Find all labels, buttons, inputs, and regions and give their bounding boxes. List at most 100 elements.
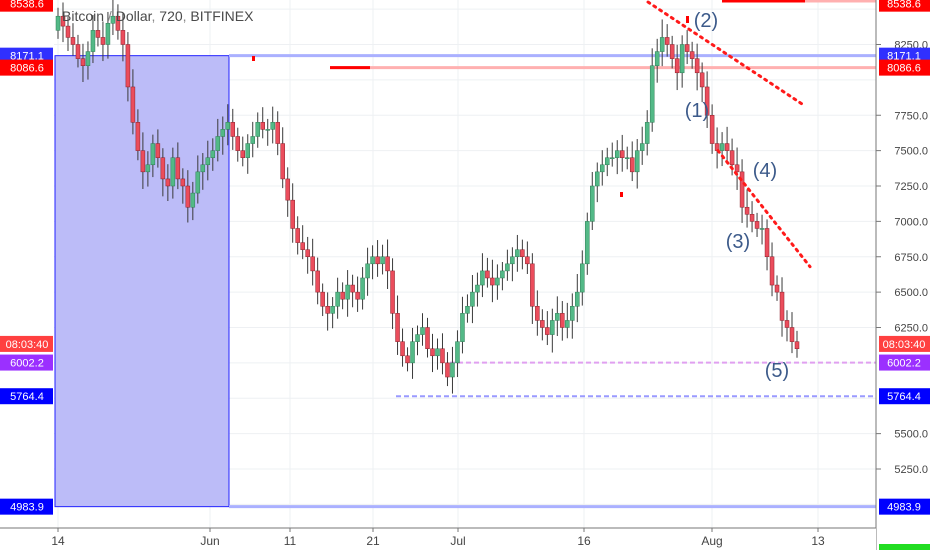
candle-down <box>485 270 490 279</box>
candle-down <box>739 171 745 208</box>
price-badge <box>879 335 930 352</box>
y-tick-label: 6500.0 <box>894 287 928 299</box>
candle-down <box>100 37 106 45</box>
price-badge-label: 08:03:40 <box>883 339 926 351</box>
x-tick-label: 11 <box>284 534 297 548</box>
candle-down <box>540 320 545 328</box>
candle-up <box>500 270 505 279</box>
candle-down <box>724 143 730 151</box>
candle-up <box>85 51 91 66</box>
candle-up <box>265 129 270 131</box>
candle-up <box>270 122 275 130</box>
candle-down <box>130 86 136 123</box>
candle-down <box>325 306 330 314</box>
y-tick-label: 7000.0 <box>894 216 928 228</box>
candle-up <box>415 334 420 342</box>
price-badge <box>879 354 930 371</box>
candle-down <box>709 115 715 144</box>
candle-down <box>535 306 540 321</box>
candle-up <box>245 143 250 158</box>
price-badge-label: 5764.4 <box>10 391 44 403</box>
candle-up <box>605 157 610 166</box>
candle-down <box>70 37 76 45</box>
candle-up <box>330 306 335 314</box>
price-badge <box>879 388 930 405</box>
candle-up <box>465 306 470 314</box>
candle-up <box>555 313 560 321</box>
candle-down <box>295 228 300 243</box>
candle-down <box>440 348 445 364</box>
candle-down <box>390 270 395 314</box>
candle-down <box>235 136 241 151</box>
candle-down <box>65 25 71 38</box>
price-badge <box>879 544 930 550</box>
candle-down <box>699 72 705 88</box>
candle-down <box>375 256 380 265</box>
candle-up <box>420 327 425 335</box>
candle-down <box>140 150 146 173</box>
candle-up <box>410 341 415 364</box>
candle-up <box>170 157 176 187</box>
candle-down <box>405 355 410 364</box>
price-badge-left <box>0 354 53 371</box>
chart-interval: 720 <box>159 8 183 24</box>
candle-down <box>180 178 186 187</box>
price-badge-label: 4983.9 <box>887 502 921 514</box>
exchange-name: BITFINEX <box>190 8 254 24</box>
candle-up <box>595 171 600 187</box>
candle-down <box>80 58 86 66</box>
candle-down <box>784 320 790 328</box>
y-tick-label: 7250.0 <box>894 181 928 193</box>
price-badge-label: 8086.6 <box>10 63 44 75</box>
candle-down <box>525 256 530 265</box>
candle-down <box>400 341 405 357</box>
candle-up <box>654 51 660 66</box>
candle-up <box>435 348 440 357</box>
candle-down <box>230 122 236 137</box>
candle-up <box>610 157 615 159</box>
candle-up <box>639 143 645 151</box>
candle-down <box>115 15 121 31</box>
candle-up <box>90 30 96 52</box>
candle-up <box>255 122 260 137</box>
candle-down <box>560 313 565 328</box>
price-badge-left <box>0 59 53 76</box>
candle-down <box>545 327 550 335</box>
candle-down <box>160 157 166 180</box>
y-tick-label: 5500.0 <box>894 429 928 441</box>
candle-up <box>105 23 111 45</box>
candle-up <box>565 320 570 328</box>
candle-down <box>155 143 161 158</box>
candle-down <box>350 284 355 293</box>
candle-up <box>585 221 590 265</box>
x-tick-label: Jul <box>450 534 465 548</box>
candle-down <box>285 178 290 201</box>
x-tick-label: Aug <box>701 534 722 548</box>
candle-down <box>320 291 325 307</box>
selection-rectangle[interactable] <box>54 55 230 508</box>
price-badge-label: 4983.9 <box>10 502 44 514</box>
signal-marker <box>252 56 255 61</box>
candle-up <box>450 362 455 378</box>
candle-up <box>345 284 350 300</box>
candle-up <box>644 122 650 144</box>
candle-down <box>789 327 795 342</box>
candle-down <box>744 206 750 215</box>
trendline-dotted[interactable] <box>646 0 804 106</box>
wave-label: (1) <box>685 100 709 122</box>
price-badge-left <box>0 335 53 352</box>
candle-down <box>779 291 785 321</box>
candle-down <box>445 362 450 378</box>
symbol-base: Bitcoin <box>62 8 105 24</box>
price-badge-label: 5764.4 <box>887 391 921 403</box>
x-tick-label: 21 <box>366 534 380 548</box>
candle-up <box>225 122 231 130</box>
candle-up <box>150 143 156 166</box>
candle-down <box>135 122 141 151</box>
candle-down <box>769 256 775 286</box>
price-badge <box>879 498 930 515</box>
candle-down <box>764 228 770 257</box>
candle-down <box>175 157 181 180</box>
candle-up <box>480 270 485 286</box>
